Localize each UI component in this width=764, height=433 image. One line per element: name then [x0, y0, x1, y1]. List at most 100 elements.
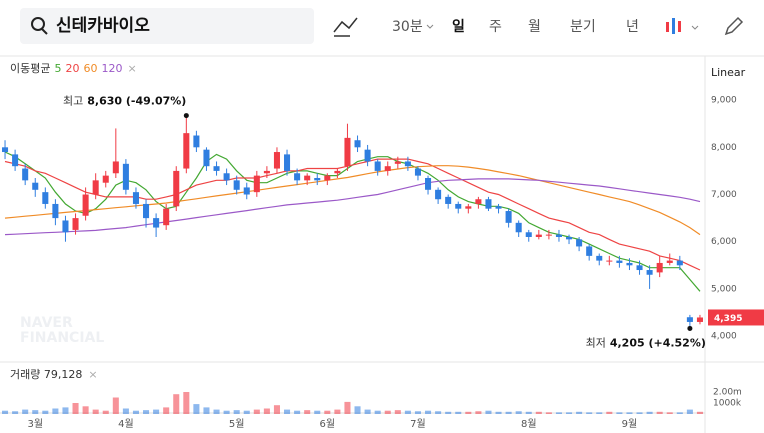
search-text: 신테카바이오	[56, 16, 150, 36]
period-tab[interactable]: 30분	[392, 19, 423, 35]
volume-bar	[666, 412, 673, 414]
x-tick-label: 3월	[27, 418, 43, 430]
price-tag-label: 4,395	[714, 314, 742, 324]
volume-bar	[414, 411, 421, 414]
candle-body	[646, 270, 653, 275]
legend-title: 이동평균	[10, 62, 50, 75]
volume-bar	[153, 409, 160, 414]
volume-bar	[586, 412, 593, 414]
volume-bar	[42, 410, 49, 414]
candle-body	[273, 152, 280, 169]
volume-legend: 거래량 79,128 ×	[10, 368, 98, 381]
volume-bar	[284, 409, 291, 414]
volume-bar	[324, 410, 331, 414]
candle-body	[616, 260, 623, 263]
candle-body	[696, 317, 703, 322]
candle-body	[72, 218, 79, 230]
volume-bar	[445, 411, 452, 414]
volume-bar	[183, 392, 190, 414]
volume-bar	[404, 410, 411, 414]
candle-body	[253, 175, 260, 193]
candle-body	[686, 317, 693, 322]
volume-bar	[72, 403, 79, 414]
volume-bar	[32, 410, 39, 414]
candle-body	[173, 170, 180, 207]
period-tab[interactable]: 일	[452, 19, 465, 35]
period-tab[interactable]: 주	[489, 19, 502, 35]
scale-label[interactable]: Linear	[711, 66, 746, 79]
volume-bar	[304, 410, 311, 414]
candle-body	[505, 211, 512, 223]
volume-bar	[656, 411, 663, 414]
candle-body	[112, 161, 119, 174]
volume-bar	[435, 411, 442, 414]
candle-body	[324, 175, 331, 181]
chart-type-icon[interactable]	[666, 18, 699, 34]
x-tick-label: 8월	[521, 418, 537, 430]
ma-line	[4, 165, 701, 236]
candle-body	[233, 180, 240, 190]
candle-body	[626, 262, 633, 266]
period-tab[interactable]: 월	[528, 19, 541, 35]
volume-bar	[364, 409, 371, 414]
candle-body	[62, 220, 69, 233]
indicator-icon[interactable]	[333, 17, 358, 33]
watermark: NAVER	[20, 315, 73, 331]
candle-body	[404, 161, 411, 167]
volume-bar	[616, 412, 623, 414]
annotation-dot	[687, 325, 693, 331]
candle-body	[344, 137, 351, 167]
volume-bar	[485, 410, 492, 414]
volume-bar	[62, 407, 69, 414]
volume-bar	[52, 408, 59, 414]
candle-body	[183, 133, 190, 169]
period-tab[interactable]: 년	[626, 19, 639, 35]
search-box[interactable]	[20, 8, 314, 44]
candle-body	[676, 260, 683, 266]
period-tab[interactable]: 분기	[570, 19, 596, 35]
candle-body	[455, 203, 462, 209]
candle-body	[525, 232, 532, 237]
volume-bar	[455, 411, 462, 414]
candle-body	[435, 189, 442, 200]
candle-body	[22, 168, 29, 181]
search-icon	[41, 28, 48, 35]
candle-body	[495, 206, 502, 209]
x-tick-label: 4월	[118, 418, 134, 430]
volume-bar	[132, 410, 139, 414]
candle-body	[515, 222, 522, 233]
candle-body	[475, 199, 482, 204]
candle-body	[12, 154, 19, 167]
candle-body	[263, 170, 270, 174]
volume-bar	[314, 410, 321, 414]
volume-bar	[2, 410, 9, 414]
candle-body	[425, 177, 432, 190]
draw-icon[interactable]	[724, 16, 744, 36]
candle-body	[606, 260, 613, 262]
volume-bar	[233, 410, 240, 414]
ma-line	[4, 158, 701, 271]
volume-bar	[354, 406, 361, 414]
y-tick-label: 9,000	[711, 96, 737, 106]
volume-bar	[515, 411, 522, 414]
candle-body	[32, 182, 39, 190]
legend-close[interactable]: ×	[88, 368, 97, 381]
volume-bar	[576, 411, 583, 414]
candle-body	[535, 234, 542, 237]
candle-body	[132, 192, 139, 204]
candle-body	[163, 208, 170, 226]
volume-bar	[243, 410, 250, 414]
volume-bar	[475, 411, 482, 414]
ma-line	[4, 151, 701, 292]
candle-body	[42, 192, 49, 204]
candle-body	[485, 199, 492, 209]
volume-bar	[344, 401, 351, 414]
legend-close[interactable]: ×	[127, 62, 136, 75]
search-icon	[31, 17, 45, 31]
candle-body	[566, 236, 573, 240]
x-tick-label: 5월	[229, 418, 245, 430]
volume-bar	[112, 397, 119, 414]
volume-bar	[193, 404, 200, 414]
